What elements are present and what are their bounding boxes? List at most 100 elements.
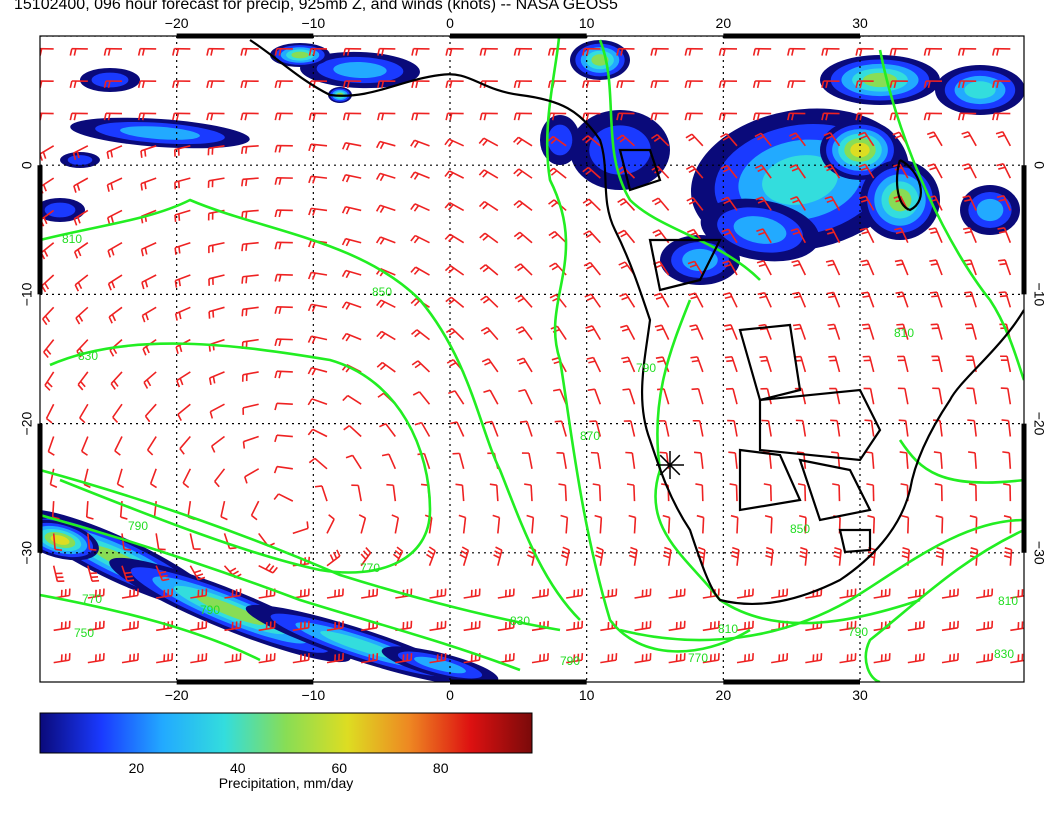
country-border xyxy=(738,448,802,512)
wind-barb-flag xyxy=(394,550,402,556)
wind-barb xyxy=(868,356,875,373)
wind-barb xyxy=(345,269,362,276)
wind-barb-flag xyxy=(964,198,972,202)
wind-barb-flag xyxy=(103,48,107,56)
wind-barb-flag xyxy=(929,291,938,294)
wind-barb xyxy=(458,453,465,470)
wind-barb xyxy=(967,131,977,147)
wind-barb-flag xyxy=(377,80,381,89)
contour-value-label: 770 xyxy=(688,651,708,665)
wind-barb xyxy=(146,436,157,451)
wind-barb xyxy=(725,133,738,147)
wind-barb-flag xyxy=(549,293,557,299)
wind-barb-flag xyxy=(314,485,323,488)
wind-barb xyxy=(657,197,670,211)
wind-barb xyxy=(865,195,875,211)
wind-barb-flag xyxy=(688,80,692,89)
wind-barb-flag xyxy=(1001,419,1009,422)
wind-barb-flag xyxy=(411,360,419,366)
wind-barb-flag xyxy=(863,327,871,330)
left-lat-tick-label: −10 xyxy=(19,282,35,306)
colorbar-tick-label: 60 xyxy=(331,760,347,776)
wind-barb xyxy=(107,242,123,252)
wind-barb xyxy=(79,403,89,419)
wind-barb-flag xyxy=(524,483,532,486)
wind-barb-flag xyxy=(208,377,212,386)
wind-barb-flag xyxy=(268,565,275,572)
wind-barb-flag xyxy=(826,167,834,172)
colorbar-tick-label: 40 xyxy=(230,760,246,776)
wind-barb-flag xyxy=(447,140,454,147)
wind-barb-flag xyxy=(793,295,801,299)
wind-barb xyxy=(416,329,430,341)
wind-barb xyxy=(795,132,806,147)
wind-barb xyxy=(829,132,841,147)
wind-barb-flag xyxy=(413,173,420,180)
top-lon-tick-label: 0 xyxy=(446,15,454,31)
wind-barb-flag xyxy=(45,348,52,355)
wind-barb xyxy=(834,356,841,373)
wind-barb-flag xyxy=(375,236,382,244)
wind-barb-flag xyxy=(375,173,381,180)
wind-barb-flag xyxy=(345,175,351,183)
wind-barb xyxy=(428,517,433,534)
wind-barb-flag xyxy=(928,227,936,231)
wind-barb-flag xyxy=(961,163,970,167)
wind-barb-flag xyxy=(654,200,662,206)
wind-barb-flag xyxy=(962,227,971,231)
wind-barb-flag xyxy=(685,165,693,171)
wind-barb-flag xyxy=(759,355,767,359)
wind-barb xyxy=(448,138,464,147)
wind-barb xyxy=(456,421,465,437)
wind-barb xyxy=(40,242,55,254)
wind-barb-flag xyxy=(481,358,489,363)
wind-barb-flag xyxy=(582,48,586,56)
wind-barb xyxy=(867,292,875,308)
wind-barb xyxy=(381,330,396,341)
wind-barb-flag xyxy=(240,48,244,56)
wind-barb xyxy=(208,306,225,313)
wind-barb xyxy=(40,145,55,155)
wind-barb-flag xyxy=(307,272,312,280)
wind-barb xyxy=(276,465,293,470)
wind-barb-flag xyxy=(630,546,638,551)
wind-barb-flag xyxy=(825,48,829,56)
wind-barb-flag xyxy=(718,48,722,56)
wind-barb-flag xyxy=(560,554,569,559)
contour-value-label: 850 xyxy=(372,285,392,299)
wind-barb-flag xyxy=(449,113,453,121)
wind-barb-flag xyxy=(766,546,774,551)
wind-barb-flag xyxy=(825,113,829,121)
wind-barb-flag xyxy=(935,554,943,559)
wind-barb xyxy=(700,452,704,469)
contour-line xyxy=(878,49,1024,381)
top-lon-tick-label: 10 xyxy=(579,15,595,31)
wind-barb-flag xyxy=(182,482,190,489)
wind-barb-flag xyxy=(386,483,394,487)
wind-barb-flag xyxy=(274,403,278,411)
wind-barb xyxy=(524,389,533,405)
wind-barb xyxy=(385,423,396,437)
wind-barb xyxy=(77,371,89,386)
wind-barb-flag xyxy=(312,48,316,56)
wind-barb-flag xyxy=(479,48,483,56)
wind-barb-flag xyxy=(174,280,178,288)
wind-barb-flag xyxy=(663,550,671,555)
wind-barb xyxy=(448,170,465,179)
wind-barb-flag xyxy=(689,264,697,268)
wind-barb-flag xyxy=(245,211,248,219)
wind-barb-flag xyxy=(444,170,450,177)
wind-barb-flag xyxy=(52,516,60,520)
precip-cell xyxy=(50,535,70,545)
wind-barb xyxy=(553,167,567,179)
wind-barb xyxy=(968,163,977,179)
wind-barb xyxy=(901,259,909,276)
wind-barb xyxy=(76,339,89,352)
wind-barb-flag xyxy=(724,263,732,268)
wind-barb-flag xyxy=(449,421,458,425)
wind-barb xyxy=(326,518,335,534)
wind-barb-flag xyxy=(698,546,706,551)
wind-barb-flag xyxy=(697,550,705,555)
wind-barb-flag xyxy=(107,80,111,89)
wind-barb xyxy=(348,425,362,438)
